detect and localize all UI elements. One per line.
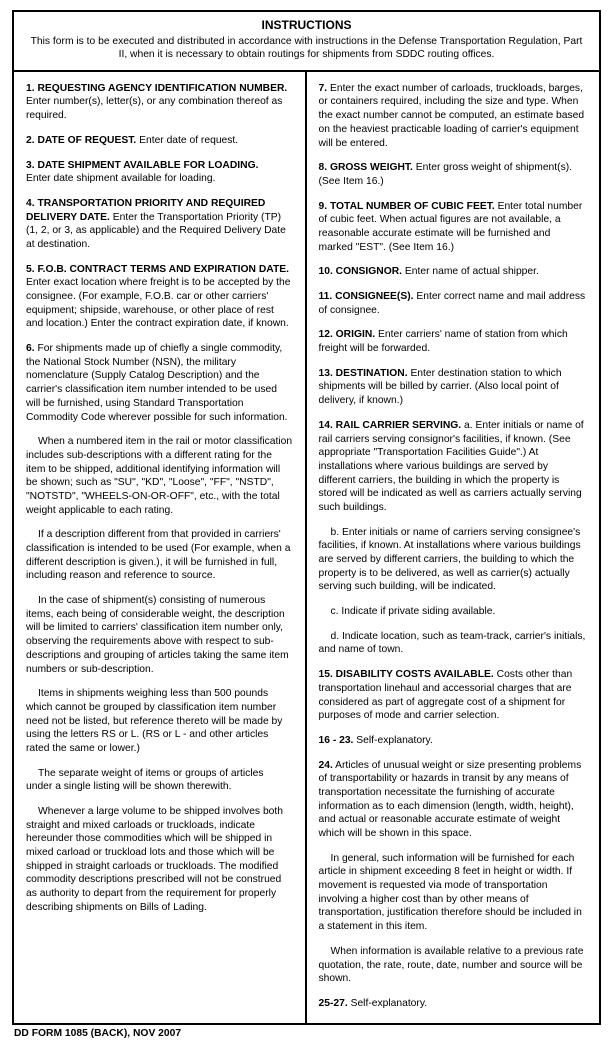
item-7-text: Enter the exact number of carloads, truc… — [319, 83, 585, 149]
item-24: 24. Articles of unusual weight or size p… — [319, 759, 588, 841]
item-13: 13. DESTINATION. Enter destination stati… — [319, 367, 588, 408]
header-title: INSTRUCTIONS — [28, 18, 585, 32]
item-10-title: 10. CONSIGNOR. — [319, 266, 403, 277]
item-8-title: 8. GROSS WEIGHT. — [319, 162, 413, 173]
form-footer: DD FORM 1085 (BACK), NOV 2007 — [12, 1025, 601, 1039]
item-6-title: 6. — [26, 343, 35, 354]
item-11-title: 11. CONSIGNEE(S). — [319, 291, 414, 302]
item-3-title: 3. DATE SHIPMENT AVAILABLE FOR LOADING. — [26, 160, 258, 171]
item-9-title: 9. TOTAL NUMBER OF CUBIC FEET. — [319, 201, 495, 212]
item-24-text: Articles of unusual weight or size prese… — [319, 760, 582, 839]
item-16-23-title: 16 - 23. — [319, 735, 354, 746]
item-25-27-title: 25-27. — [319, 998, 348, 1009]
item-10-text: Enter name of actual shipper. — [405, 266, 539, 277]
columns: 1. REQUESTING AGENCY IDENTIFICATION NUMB… — [14, 72, 599, 1023]
item-25-27: 25-27. Self-explanatory. — [319, 997, 588, 1011]
item-15: 15. DISABILITY COSTS AVAILABLE. Costs ot… — [319, 668, 588, 723]
item-5: 5. F.O.B. CONTRACT TERMS AND EXPIRATION … — [26, 263, 293, 331]
item-16-23: 16 - 23. Self-explanatory. — [319, 734, 588, 748]
item-6-para3: If a description different from that pro… — [26, 528, 293, 583]
item-25-27-text: Self-explanatory. — [351, 998, 428, 1009]
item-9: 9. TOTAL NUMBER OF CUBIC FEET. Enter tot… — [319, 200, 588, 255]
item-24-para2: In general, such information will be fur… — [319, 852, 588, 934]
item-14d: d. Indicate location, such as team-track… — [319, 630, 588, 657]
item-14-title: 14. RAIL CARRIER SERVING. — [319, 420, 462, 431]
item-6-para5: Items in shipments weighing less than 50… — [26, 687, 293, 755]
item-6-para4: In the case of shipment(s) consisting of… — [26, 594, 293, 676]
header-block: INSTRUCTIONS This form is to be executed… — [14, 12, 599, 72]
item-12-title: 12. ORIGIN. — [319, 329, 376, 340]
page: INSTRUCTIONS This form is to be executed… — [0, 0, 613, 1043]
header-subtitle: This form is to be executed and distribu… — [28, 35, 585, 62]
item-6: 6. For shipments made up of chiefly a si… — [26, 342, 293, 424]
item-2-title: 2. DATE OF REQUEST. — [26, 135, 136, 146]
item-3-text: Enter date shipment available for loadin… — [26, 173, 215, 184]
left-column: 1. REQUESTING AGENCY IDENTIFICATION NUMB… — [14, 72, 307, 1023]
item-14c: c. Indicate if private siding available. — [319, 605, 588, 619]
item-6-para7: Whenever a large volume to be shipped in… — [26, 805, 293, 915]
item-2: 2. DATE OF REQUEST. Enter date of reques… — [26, 134, 293, 148]
item-5-text: Enter exact location where freight is to… — [26, 277, 290, 329]
item-15-title: 15. DISABILITY COSTS AVAILABLE. — [319, 669, 494, 680]
item-14-text: a. Enter initials or name of rail carrie… — [319, 420, 584, 513]
item-11: 11. CONSIGNEE(S). Enter correct name and… — [319, 290, 588, 317]
item-7-title: 7. — [319, 83, 328, 94]
item-7: 7. Enter the exact number of carloads, t… — [319, 82, 588, 150]
item-6-para6: The separate weight of items or groups o… — [26, 767, 293, 794]
item-1-text: Enter number(s), letter(s), or any combi… — [26, 96, 282, 121]
right-column: 7. Enter the exact number of carloads, t… — [307, 72, 600, 1023]
item-6-para2: When a numbered item in the rail or moto… — [26, 435, 293, 517]
item-10: 10. CONSIGNOR. Enter name of actual ship… — [319, 265, 588, 279]
item-3: 3. DATE SHIPMENT AVAILABLE FOR LOADING. … — [26, 159, 293, 186]
form-border: INSTRUCTIONS This form is to be executed… — [12, 10, 601, 1025]
item-6-text: For shipments made up of chiefly a singl… — [26, 343, 288, 422]
item-12: 12. ORIGIN. Enter carriers' name of stat… — [319, 328, 588, 355]
item-2-text: Enter date of request. — [139, 135, 238, 146]
item-24-title: 24. — [319, 760, 333, 771]
item-14: 14. RAIL CARRIER SERVING. a. Enter initi… — [319, 419, 588, 515]
item-8: 8. GROSS WEIGHT. Enter gross weight of s… — [319, 161, 588, 188]
item-4: 4. TRANSPORTATION PRIORITY AND REQUIRED … — [26, 197, 293, 252]
item-14b: b. Enter initials or name of carriers se… — [319, 526, 588, 594]
item-1: 1. REQUESTING AGENCY IDENTIFICATION NUMB… — [26, 82, 293, 123]
item-5-title: 5. F.O.B. CONTRACT TERMS AND EXPIRATION … — [26, 264, 289, 275]
item-13-title: 13. DESTINATION. — [319, 368, 408, 379]
item-1-title: 1. REQUESTING AGENCY IDENTIFICATION NUMB… — [26, 83, 287, 94]
item-24-para3: When information is available relative t… — [319, 945, 588, 986]
item-16-23-text: Self-explanatory. — [356, 735, 433, 746]
